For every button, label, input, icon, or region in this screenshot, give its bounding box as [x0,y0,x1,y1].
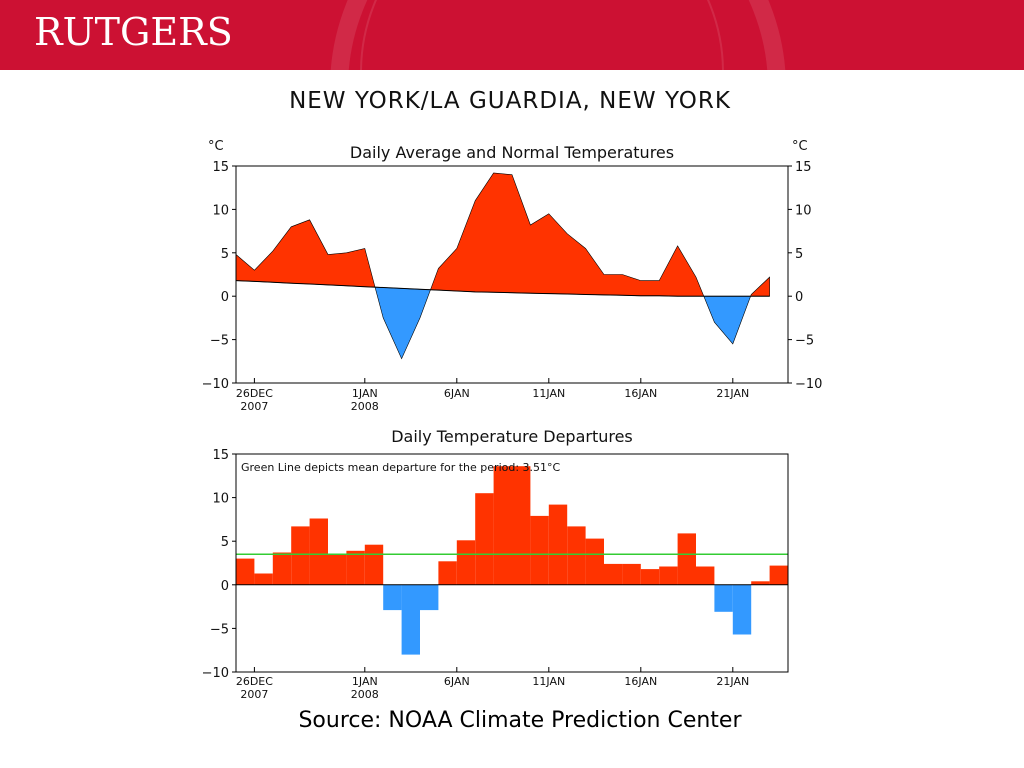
chart2-bar-20 [604,563,623,585]
chart2-bar-25 [696,566,715,585]
chart1-xtick-label: 1JAN [352,387,378,400]
chart1-ylabel-right: °C [792,139,808,154]
chart2-bar-13 [475,493,494,585]
chart2-bar-4 [309,518,328,585]
chart2-bar-17 [548,504,568,585]
chart1-normal-line [235,280,770,297]
chart1-ytick-label-left: 5 [221,247,229,262]
chart2-xtick-label-year: 2008 [351,688,379,701]
chart1-ytick-label-left: 0 [221,290,229,305]
chart2-xtick-label: 11JAN [532,675,565,688]
chart1-ytick-label-right: 15 [795,160,812,175]
chart1-xtick-label-year: 2008 [351,400,379,413]
chart2-ytick-label: 10 [212,492,229,507]
chart1-xtick-label: 26DEC [236,387,273,400]
main-title: NEW YORK/LA GUARDIA, NEW YORK [289,88,731,114]
chart1-xtick-label-year: 2007 [240,400,268,413]
chart2-frame [235,453,789,673]
chart2-title: Daily Temperature Departures [391,427,633,446]
chart2-bar-16 [530,515,549,585]
chart2-ytick-label: 15 [212,448,229,463]
chart1-area-above-4 [750,276,770,297]
chart2-bar-24 [677,533,696,585]
chart2-bar-8 [383,584,402,611]
chart2-bar-5 [328,554,347,585]
chart1-ytick-label-left: 10 [212,203,229,218]
chart2-bar-14 [493,466,512,585]
chart1-area-below-3 [703,295,752,345]
chart1-ytick-label-right: −10 [795,377,822,392]
chart1-frame [235,165,789,384]
chart2-bar-22 [640,569,660,585]
rutgers-logo: RUTGERS [34,10,233,54]
chart2-bar-9 [401,584,420,655]
chart2-bar-6 [346,550,365,585]
chart2-bar-7 [364,544,384,585]
chart2-bar-11 [438,561,457,585]
chart2-xtick-label-year: 2007 [240,688,268,701]
chart2-bar-19 [585,538,604,585]
chart1-ytick-label-left: 15 [212,160,229,175]
chart1-ytick-label-left: −5 [210,334,229,349]
source-caption: Source: NOAA Climate Prediction Center [298,708,742,733]
chart2-bar-23 [659,566,678,585]
chart2-bar-15 [512,466,531,585]
chart1-ytick-label-right: 10 [795,203,812,218]
chart2-bar-18 [567,526,586,585]
chart1-xtick-label: 21JAN [716,387,749,400]
chart1-ytick-label-right: 0 [795,290,803,305]
chart1-area-below-1 [374,286,431,360]
chart2-annotation: Green Line depicts mean departure for th… [241,461,561,474]
chart2-bar-21 [622,563,641,585]
chart2-bar-0 [236,558,255,585]
chart1-ytick-label-left: −10 [202,377,229,392]
chart1-title: Daily Average and Normal Temperatures [350,143,674,162]
chart2-bar-2 [272,552,292,585]
chart2-xtick-label: 1JAN [352,675,378,688]
chart1-area-above-0 [235,219,376,288]
chart1-ylabel-left: °C [208,139,224,154]
chart2-xtick-label: 21JAN [716,675,749,688]
chart1-xtick-label: 11JAN [532,387,565,400]
chart2-bar-3 [291,526,310,585]
chart2-bar-10 [420,584,439,611]
chart2-bar-28 [751,581,770,585]
chart2-ytick-label: −5 [210,622,229,637]
chart2-bar-26 [714,584,733,612]
chart1-ytick-label-right: −5 [795,334,814,349]
chart2-bar-12 [456,540,476,585]
chart1-xtick-label: 16JAN [624,387,657,400]
chart2-ytick-label: 0 [221,579,229,594]
chart1-area-above-2 [430,172,705,297]
chart2-ytick-label: 5 [221,535,229,550]
chart2-xtick-label: 26DEC [236,675,273,688]
header-bar: RUTGERS [0,0,1024,70]
chart2-ytick-label: −10 [202,666,229,681]
chart1-xtick-label: 6JAN [444,387,470,400]
chart2-xtick-label: 6JAN [444,675,470,688]
chart1-ytick-label-right: 5 [795,247,803,262]
chart2-bar-1 [254,573,273,585]
chart2-bar-27 [732,584,752,635]
chart2-xtick-label: 16JAN [624,675,657,688]
chart2-bar-29 [769,565,788,585]
